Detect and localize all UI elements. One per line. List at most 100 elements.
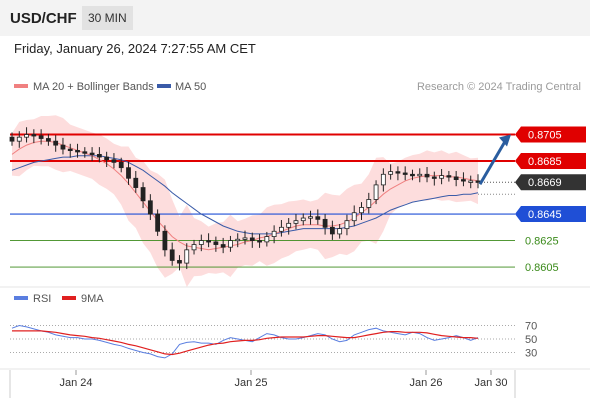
candle-body: [410, 173, 415, 177]
candle-body: [9, 136, 15, 142]
candle-body: [439, 175, 444, 179]
current-price-tag: [515, 174, 586, 191]
candle-body: [431, 176, 437, 179]
level-label-2: 0.8645: [528, 209, 562, 221]
datetime-label: Friday, January 26, 2024 7:27:55 AM CET: [14, 41, 256, 56]
candle-body: [111, 159, 117, 163]
candle-body: [402, 172, 408, 175]
legend-rsi-ma-label: 9MA: [81, 293, 104, 305]
candle-body: [118, 161, 124, 169]
timeframe-button[interactable]: 30 MIN: [82, 6, 133, 30]
candle-body: [24, 134, 29, 138]
candle-body: [286, 222, 292, 228]
candle-body: [147, 200, 153, 215]
candle-body: [38, 135, 44, 139]
chart-header: USD/CHF 30 MIN: [0, 0, 590, 36]
rsi-line: [11, 324, 479, 359]
symbol-label: USD/CHF: [10, 10, 77, 27]
candle-body: [126, 167, 131, 179]
candle-body: [177, 260, 182, 264]
candle-body: [322, 218, 328, 228]
candle-body: [242, 237, 248, 240]
candle-body: [228, 240, 233, 248]
candle-body: [96, 154, 102, 158]
candle-body: [344, 220, 350, 230]
rsi-tick-label-30: 30: [525, 348, 537, 360]
candle-body: [162, 230, 168, 251]
candle-body: [89, 152, 95, 155]
forecast-arrow-head: [499, 134, 511, 147]
candle-body: [300, 217, 306, 222]
candle-body: [264, 236, 270, 243]
candle-body: [220, 244, 226, 248]
candle-body: [315, 216, 321, 220]
rsi-tick-label-70: 70: [525, 321, 537, 333]
level-tag-2: [515, 206, 586, 223]
candle-body: [46, 138, 51, 142]
legend-swatch-rsi-ma: [62, 296, 76, 300]
candle-body: [293, 220, 299, 224]
candle-body: [308, 216, 313, 219]
candle-body: [279, 226, 284, 232]
candle-body: [82, 151, 88, 154]
candle-body: [16, 136, 22, 142]
candle-body: [380, 173, 386, 186]
current-price-label: 0.8669: [528, 177, 562, 189]
candle-body: [461, 179, 466, 182]
x-tick-label-2: Jan 26: [409, 377, 442, 389]
legend-swatch-rsi: [14, 296, 28, 300]
candle-body: [249, 237, 255, 241]
level-tag-0: [515, 126, 586, 143]
candle-body: [395, 171, 401, 174]
candle-body: [169, 249, 175, 261]
bollinger-band-area: [12, 115, 478, 287]
candle-body: [213, 241, 219, 245]
level-label-1: 0.8685: [528, 156, 562, 168]
forecast-arrow-shaft: [478, 140, 507, 186]
candle-body: [366, 199, 372, 208]
level-tag-1: [515, 153, 586, 170]
candle-body: [424, 173, 430, 178]
candle-body: [271, 230, 277, 237]
candle-body: [359, 207, 364, 214]
candle-body: [191, 244, 197, 251]
level-label-3: 0.8625: [525, 236, 559, 248]
candle-body: [133, 177, 139, 188]
watermark-label: Research © 2024 Trading Central: [417, 81, 581, 93]
rsi-ma-line: [12, 330, 479, 356]
candle-body: [104, 156, 110, 161]
candle-body: [453, 176, 459, 180]
legend-ma50-label: MA 50: [175, 81, 206, 93]
legend-swatch-ma50: [157, 84, 171, 88]
candle-body: [60, 144, 66, 150]
candle-body: [329, 226, 335, 235]
level-label-4: 0.8605: [525, 262, 559, 274]
candle-body: [417, 173, 423, 177]
x-tick-label-3: Jan 30: [474, 377, 507, 389]
candle-body: [351, 212, 357, 222]
candle-body: [198, 240, 204, 245]
level-label-0: 0.8705: [528, 130, 562, 142]
candle-body: [446, 175, 452, 178]
candle-body: [140, 187, 146, 202]
candle-body: [75, 150, 80, 153]
candle-body: [53, 140, 59, 146]
candle-body: [257, 240, 262, 243]
legend-swatch-ma20: [14, 84, 28, 88]
candle-body: [67, 148, 73, 152]
rsi-tick-label-50: 50: [525, 334, 537, 346]
candle-body: [235, 238, 241, 242]
candle-body: [468, 180, 474, 183]
legend-ma20-label: MA 20 + Bollinger Bands: [33, 81, 154, 93]
x-tick-label-1: Jan 25: [234, 377, 267, 389]
candle-body: [388, 171, 394, 175]
candle-body: [373, 184, 379, 200]
candle-body: [31, 134, 37, 137]
candle-body: [184, 249, 190, 264]
candle-body: [155, 213, 161, 232]
x-tick-label-0: Jan 24: [59, 377, 92, 389]
legend-rsi-label: RSI: [33, 293, 51, 305]
candle-body: [206, 240, 211, 243]
candle-body: [337, 228, 343, 235]
